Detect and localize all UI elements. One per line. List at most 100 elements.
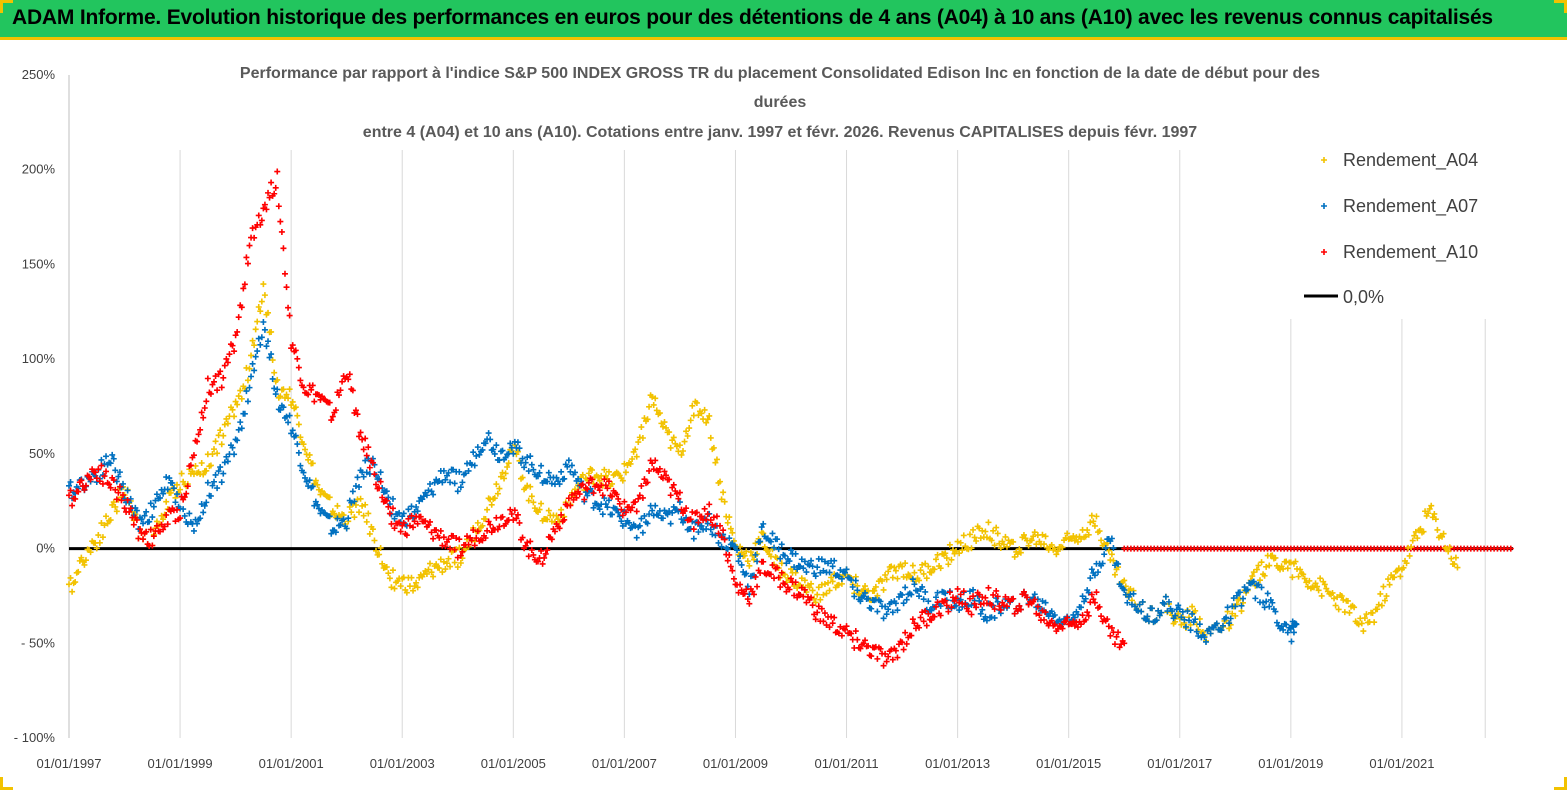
- data-point: [1428, 502, 1435, 509]
- data-point: [695, 412, 702, 419]
- data-point: [548, 536, 555, 543]
- data-point: [1048, 608, 1055, 615]
- data-point: [814, 564, 821, 571]
- data-point: [221, 362, 228, 369]
- data-point: [721, 536, 728, 543]
- data-point: [292, 432, 299, 439]
- data-point: [289, 398, 296, 405]
- data-point: [960, 532, 967, 539]
- data-point: [1233, 592, 1240, 599]
- data-point: [484, 506, 491, 513]
- data-point: [1417, 525, 1424, 532]
- data-point: [1432, 516, 1439, 523]
- data-point: [777, 555, 784, 562]
- data-point: [968, 545, 975, 552]
- data-point: [405, 515, 412, 522]
- data-point: [798, 584, 805, 591]
- data-point: [641, 476, 648, 483]
- data-point: [595, 483, 602, 490]
- data-point: [943, 555, 950, 562]
- data-point: [457, 559, 464, 566]
- data-point: [831, 557, 838, 564]
- data-point: [332, 529, 339, 536]
- data-point: [271, 190, 278, 197]
- data-point: [391, 525, 398, 532]
- data-point: [110, 455, 117, 462]
- data-point: [835, 630, 842, 637]
- data-point: [118, 497, 125, 504]
- data-point: [281, 270, 288, 277]
- data-point: [874, 608, 881, 615]
- data-point: [1224, 604, 1231, 611]
- data-point: [732, 543, 739, 550]
- data-point: [1255, 581, 1262, 588]
- data-point: [81, 561, 88, 568]
- data-point: [618, 518, 625, 525]
- data-point: [87, 549, 94, 556]
- data-point: [190, 471, 197, 478]
- data-point: [99, 480, 106, 487]
- data-point: [1283, 621, 1290, 628]
- data-point: [570, 496, 577, 503]
- data-point: [775, 546, 782, 553]
- data-point: [1406, 552, 1413, 559]
- data-point: [857, 598, 864, 605]
- data-point: [1412, 528, 1419, 535]
- data-point: [1295, 573, 1302, 580]
- data-point: [615, 509, 622, 516]
- data-point: [966, 595, 973, 602]
- data-point: [862, 589, 869, 596]
- data-point: [946, 541, 953, 548]
- data-point: [676, 499, 683, 506]
- data-point: [956, 607, 963, 614]
- data-point: [430, 535, 437, 542]
- data-point: [1039, 607, 1046, 614]
- data-point: [777, 584, 784, 591]
- data-point: [510, 450, 517, 457]
- data-point: [473, 535, 480, 542]
- data-point: [1454, 564, 1461, 571]
- data-point: [666, 476, 673, 483]
- data-point: [676, 489, 683, 496]
- data-point: [923, 575, 930, 582]
- data-point: [943, 602, 950, 609]
- data-point: [184, 483, 191, 490]
- data-point: [1176, 606, 1183, 613]
- data-point: [727, 563, 734, 570]
- data-point: [297, 462, 304, 469]
- data-point: [973, 538, 980, 545]
- data-point: [818, 605, 825, 612]
- data-point: [1192, 616, 1199, 623]
- data-point: [880, 662, 887, 669]
- data-point: [459, 479, 466, 486]
- data-point: [235, 393, 242, 400]
- data-point: [450, 466, 457, 473]
- data-point: [718, 534, 725, 541]
- data-point: [1139, 598, 1146, 605]
- data-point: [558, 511, 565, 518]
- data-point: [1085, 612, 1092, 619]
- data-point: [163, 511, 170, 518]
- data-point: [365, 444, 372, 451]
- data-point: [889, 609, 896, 616]
- data-point: [724, 519, 731, 526]
- data-point: [474, 444, 481, 451]
- data-point: [1074, 624, 1081, 631]
- data-point: [335, 392, 342, 399]
- data-point: [203, 398, 210, 405]
- data-point: [678, 506, 685, 513]
- data-point: [633, 453, 640, 460]
- data-point: [479, 446, 486, 453]
- data-point: [1195, 632, 1202, 639]
- data-point: [280, 404, 287, 411]
- data-point: [880, 615, 887, 622]
- data-point: [315, 486, 322, 493]
- data-point: [948, 556, 955, 563]
- data-point: [1132, 603, 1139, 610]
- x-axis: 01/01/1997 01/01/1999 01/01/2001 01/01/2003…: [36, 756, 1434, 771]
- data-point: [257, 341, 264, 348]
- data-point: [289, 342, 296, 349]
- data-point: [1264, 590, 1271, 597]
- data-point: [899, 591, 906, 598]
- data-point: [1098, 537, 1105, 544]
